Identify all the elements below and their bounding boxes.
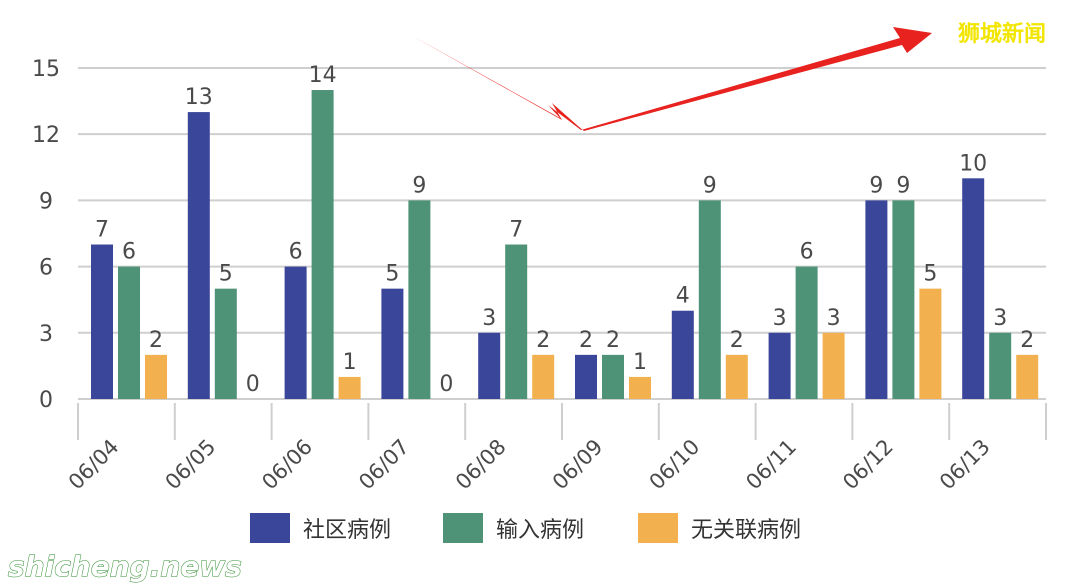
data-label-unlinked: 5 <box>923 262 937 287</box>
data-label-unlinked: 2 <box>1020 328 1034 353</box>
bar-community <box>962 178 985 399</box>
bar-imported <box>698 200 721 399</box>
y-tick-label: 3 <box>39 322 53 347</box>
data-label-imported: 3 <box>993 306 1007 331</box>
bar-unlinked <box>919 288 942 399</box>
bar-imported <box>989 332 1012 399</box>
x-tick-label: 06/11 <box>741 435 801 495</box>
data-label-community: 13 <box>185 85 213 110</box>
data-label-unlinked: 2 <box>149 328 163 353</box>
legend-label-unlinked: 无关联病例 <box>691 518 801 543</box>
bar-unlinked <box>532 354 555 399</box>
bar-community <box>865 200 888 399</box>
data-label-imported: 6 <box>122 240 136 265</box>
x-tick-label: 06/13 <box>935 435 995 495</box>
data-label-imported: 14 <box>309 63 337 88</box>
data-label-unlinked: 1 <box>633 350 647 375</box>
bar-unlinked <box>822 332 845 399</box>
y-tick-label: 9 <box>39 189 53 214</box>
bar-community <box>381 288 404 399</box>
data-label-imported: 6 <box>800 240 814 265</box>
x-tick-label: 06/07 <box>354 435 414 495</box>
data-label-unlinked: 0 <box>439 372 453 397</box>
data-label-unlinked: 3 <box>827 306 841 331</box>
data-label-community: 6 <box>289 240 303 265</box>
data-label-community: 3 <box>482 306 496 331</box>
x-axis-ticks: 06/04 06/05 06/06 06/07 06/08 06/09 06/10 06/11… <box>64 435 995 495</box>
bar-unlinked <box>145 354 167 399</box>
x-tick-label: 06/09 <box>548 435 608 495</box>
x-tick-label: 06/05 <box>161 435 221 495</box>
bar-imported <box>602 354 624 399</box>
data-label-imported: 9 <box>896 173 910 198</box>
y-tick-label: 12 <box>32 123 60 148</box>
x-tick-label: 06/06 <box>257 435 317 495</box>
bar-unlinked <box>725 354 748 399</box>
bar-imported <box>311 90 334 400</box>
bar-community <box>478 332 501 399</box>
data-label-imported: 2 <box>606 328 620 353</box>
bar-imported <box>795 266 818 399</box>
data-label-community: 5 <box>385 262 399 287</box>
trend-arrow <box>409 27 932 131</box>
site-watermark: shicheng.news <box>8 550 242 583</box>
legend-label-imported: 输入病例 <box>496 518 584 543</box>
data-label-community: 9 <box>869 173 883 198</box>
bar-imported <box>892 200 915 399</box>
bar-community <box>91 244 113 399</box>
data-label-imported: 9 <box>703 173 717 198</box>
x-tick-label: 06/12 <box>838 435 898 495</box>
bar-imported <box>118 266 140 399</box>
bar-imported <box>505 244 528 399</box>
x-tick-label: 06/04 <box>64 435 124 495</box>
bar-community <box>187 112 210 399</box>
data-label-community: 7 <box>95 218 109 243</box>
data-label-community: 4 <box>676 284 690 309</box>
data-label-unlinked: 2 <box>536 328 550 353</box>
bar-imported <box>214 288 237 399</box>
y-tick-label: 6 <box>39 256 53 281</box>
data-label-community: 2 <box>579 328 593 353</box>
data-label-imported: 5 <box>219 262 233 287</box>
data-label-unlinked: 0 <box>246 372 260 397</box>
red-arrow-icon <box>409 27 932 131</box>
y-axis-ticks: 0 3 6 9 12 15 <box>32 57 60 413</box>
bar-community <box>575 354 597 399</box>
legend-swatch-imported <box>443 513 483 543</box>
x-tick-label: 06/10 <box>645 435 705 495</box>
data-label-imported: 7 <box>509 218 523 243</box>
y-tick-label: 0 <box>39 388 53 413</box>
bar-community <box>671 310 694 399</box>
bar-imported <box>408 200 431 399</box>
bar-unlinked <box>338 376 361 399</box>
data-label-imported: 9 <box>412 173 426 198</box>
data-label-unlinked: 1 <box>343 350 357 375</box>
gridlines <box>77 66 1047 440</box>
legend-label-community: 社区病例 <box>303 518 391 543</box>
legend-swatch-community <box>250 513 290 543</box>
x-tick-label: 06/08 <box>451 435 511 495</box>
data-label-community: 10 <box>959 151 987 176</box>
legend-swatch-unlinked <box>638 513 678 543</box>
brand-watermark: 狮城新闻 <box>958 21 1046 47</box>
bar-unlinked <box>629 376 651 399</box>
data-label-unlinked: 2 <box>730 328 744 353</box>
y-tick-label: 15 <box>32 57 60 82</box>
bar-community <box>768 332 791 399</box>
data-label-community: 3 <box>773 306 787 331</box>
bars <box>91 90 1039 400</box>
legend: 社区病例 输入病例 无关联病例 <box>250 513 801 543</box>
bar-unlinked <box>1016 354 1039 399</box>
bar-community <box>284 266 307 399</box>
